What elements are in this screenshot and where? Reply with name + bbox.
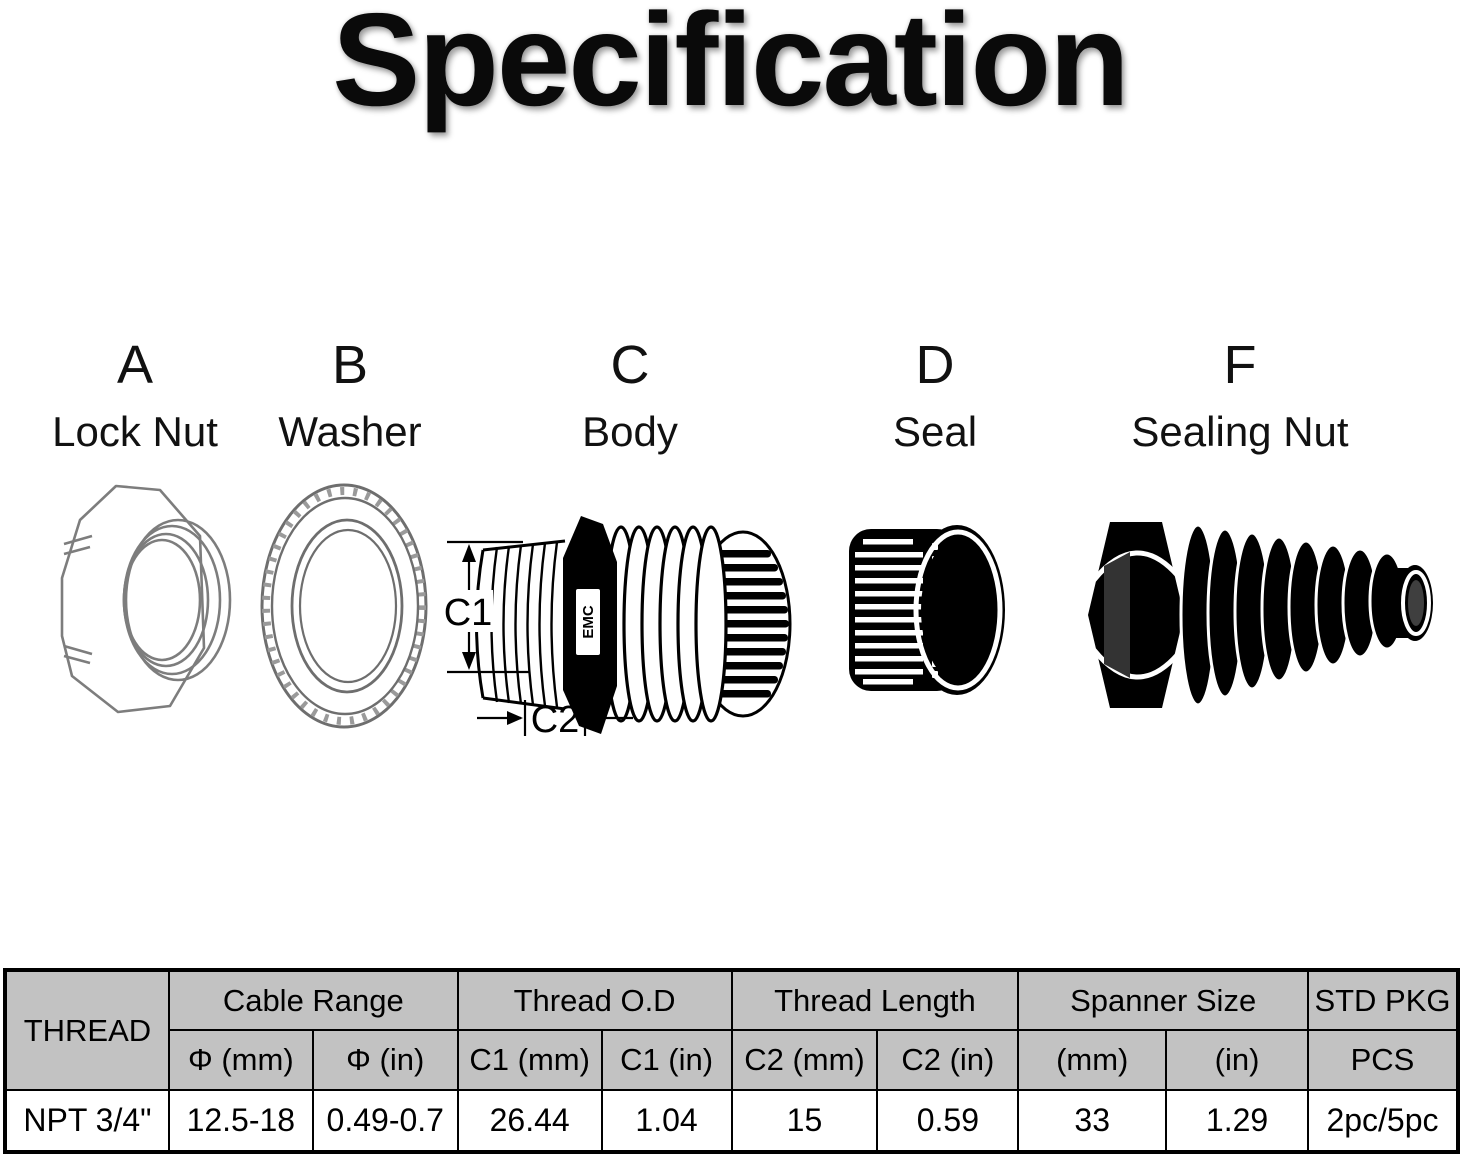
body-mark-text: EMC [580, 605, 597, 639]
body-drawing: EMC C1 C2 [443, 516, 792, 741]
washer-drawing [260, 483, 428, 729]
cell-cable-range-mm: 12.5-18 [167, 1089, 314, 1153]
header-group-row: THREAD Cable Range Thread O.D Thread Len… [4, 969, 1460, 1091]
part-label-c: C Body [528, 335, 732, 456]
cell-thread: NPT 3/4" [4, 1089, 170, 1153]
col-group-thread-length: Thread Length [730, 969, 1020, 1031]
header-sub-row: Φ (mm) Φ (in) C1 (mm) C1 (in) C2 (mm) C2… [5, 1029, 1460, 1091]
c2-arrow-left [587, 711, 603, 725]
cell-spanner-in: 1.29 [1165, 1089, 1309, 1153]
c1-label: C1 [444, 592, 493, 634]
part-letter-c: C [610, 335, 650, 395]
sealing-nut-hex [1088, 522, 1184, 708]
subheader-c2-mm: C2 (mm) [730, 1029, 879, 1091]
col-header-thread: THREAD [4, 969, 170, 1091]
c1-arrow-up [462, 544, 476, 562]
part-name-c: Body [582, 408, 678, 456]
seal-bore [921, 539, 995, 681]
body-mark-plate [576, 589, 600, 655]
subheader-pcs: PCS [1306, 1029, 1460, 1091]
subheader-c2-in: C2 (in) [876, 1029, 1020, 1091]
cell-thread-od-in: 1.04 [600, 1089, 733, 1153]
subheader-phi-mm: Φ (mm) [167, 1029, 314, 1091]
part-letter-f: F [1223, 335, 1257, 395]
subheader-c1-mm: C1 (mm) [456, 1029, 603, 1091]
c1-arrow-down [462, 652, 476, 670]
sealing-nut-opening [1401, 570, 1431, 636]
c1-label-bg [443, 590, 493, 632]
seal-ribs [855, 539, 923, 685]
page-title: Specification [332, 0, 1130, 133]
spec-table: THREAD Cable Range Thread O.D Thread Len… [3, 968, 1460, 1154]
lock-nut-drawing [60, 484, 232, 714]
subheader-phi-in: Φ (in) [311, 1029, 459, 1091]
col-group-thread-od: Thread O.D [456, 969, 733, 1031]
part-letter-d: D [915, 335, 955, 395]
body-threads [604, 525, 728, 723]
cell-thread-length-mm: 15 [730, 1089, 879, 1153]
cell-std-pkg: 2pc/5pc [1306, 1089, 1460, 1153]
subheader-spanner-mm: (mm) [1017, 1029, 1168, 1091]
part-letter-a: A [116, 335, 154, 395]
col-group-spanner-size: Spanner Size [1017, 969, 1309, 1031]
cell-cable-range-in: 0.49-0.7 [311, 1089, 459, 1153]
part-label-a: A Lock Nut [35, 335, 235, 456]
part-name-a: Lock Nut [52, 408, 218, 456]
part-letter-b: B [331, 335, 369, 395]
c2-arrow-right [507, 711, 523, 725]
seal-drawing [849, 525, 1005, 695]
col-group-cable-range: Cable Range [167, 969, 459, 1031]
sealing-nut-drawing [1088, 522, 1433, 708]
sealing-nut-spiral [1179, 523, 1406, 707]
part-label-b: B Washer [250, 335, 450, 456]
subheader-spanner-in: (in) [1165, 1029, 1309, 1091]
cell-spanner-mm: 33 [1017, 1089, 1168, 1153]
col-group-std-pkg: STD PKG [1306, 969, 1460, 1031]
part-name-b: Washer [278, 408, 422, 456]
cell-thread-od-mm: 26.44 [456, 1089, 603, 1153]
part-name-d: Seal [892, 408, 978, 456]
seal-rim [913, 529, 1003, 691]
part-label-d: D Seal [835, 335, 1035, 456]
part-label-f: F Sealing Nut [1077, 335, 1403, 456]
data-row: NPT 3/4" 12.5-18 0.49-0.7 26.44 1.04 15 … [4, 1089, 1460, 1153]
c2-label: C2 [531, 699, 580, 741]
cell-thread-length-in: 0.59 [876, 1089, 1020, 1153]
subheader-c1-in: C1 (in) [600, 1029, 733, 1091]
part-name-f: Sealing Nut [1131, 408, 1349, 456]
